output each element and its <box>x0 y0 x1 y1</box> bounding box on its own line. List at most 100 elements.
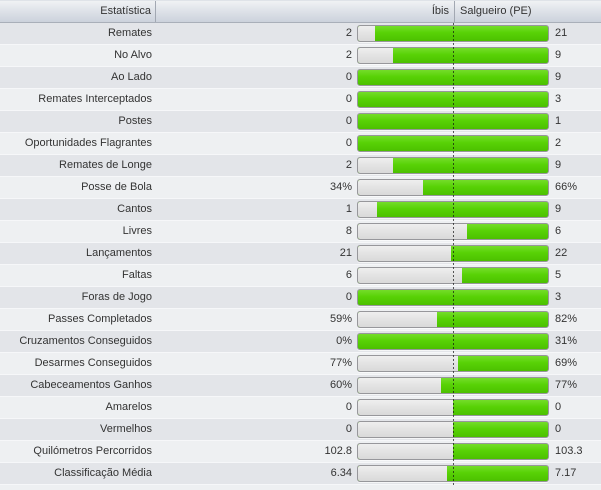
comparison-bar <box>357 113 549 130</box>
home-bar-segment <box>358 400 453 415</box>
stat-row: Cruzamentos Conseguidos 0% 31% <box>0 331 601 353</box>
home-bar-segment <box>358 422 453 437</box>
stat-row: Passes Completados 59% 82% <box>0 309 601 331</box>
home-value: 8 <box>345 225 352 237</box>
home-value: 0 <box>345 423 352 435</box>
home-team-column-header: Íbis <box>156 1 455 22</box>
home-value: 0 <box>345 137 352 149</box>
stat-label: Remates <box>107 27 152 39</box>
home-value: 34% <box>329 181 352 193</box>
home-value: 59% <box>329 313 352 325</box>
away-value: 0 <box>555 423 562 435</box>
comparison-bar <box>357 135 549 152</box>
stat-row: Desarmes Conseguidos 77% 69% <box>0 353 601 375</box>
stat-label: Foras de Jogo <box>81 291 152 303</box>
comparison-bar <box>357 289 549 306</box>
statistic-column-header: Estatística <box>0 1 156 22</box>
away-value: 103.3 <box>555 445 583 457</box>
stat-label: Lançamentos <box>85 247 152 259</box>
comparison-bar <box>357 311 549 328</box>
away-value: 1 <box>555 115 562 127</box>
comparison-bar <box>357 443 549 460</box>
stat-row: Vermelhos 0 0 <box>0 419 601 441</box>
home-bar-segment <box>358 312 438 327</box>
stat-label: No Alvo <box>114 49 152 61</box>
home-value: 0 <box>345 291 352 303</box>
stat-label: Passes Completados <box>48 313 152 325</box>
home-value: 60% <box>329 379 352 391</box>
home-bar-segment <box>358 48 393 63</box>
away-team-column-header: Salgueiro (PE) <box>460 5 532 17</box>
table-header: Estatística Íbis Salgueiro (PE) <box>0 0 601 23</box>
away-value: 9 <box>555 71 562 83</box>
stat-row: Ao Lado 0 9 <box>0 67 601 89</box>
stat-row: Oportunidades Flagrantes 0 2 <box>0 133 601 155</box>
away-value: 0 <box>555 401 562 413</box>
stat-label: Posse de Bola <box>81 181 152 193</box>
comparison-bar <box>357 465 549 482</box>
stat-label: Ao Lado <box>111 71 152 83</box>
comparison-bar <box>357 267 549 284</box>
away-value: 9 <box>555 49 562 61</box>
stat-label: Oportunidades Flagrantes <box>24 137 152 149</box>
stat-row: Amarelos 0 0 <box>0 397 601 419</box>
home-value: 0 <box>345 93 352 105</box>
comparison-bar <box>357 69 549 86</box>
stat-label: Desarmes Conseguidos <box>34 357 152 369</box>
home-bar-segment <box>358 26 375 41</box>
away-value: 77% <box>555 379 578 391</box>
away-value: 21 <box>555 27 568 39</box>
away-value: 31% <box>555 335 578 347</box>
home-value: 0 <box>345 115 352 127</box>
away-value: 6 <box>555 225 562 237</box>
home-value: 21 <box>339 247 352 259</box>
away-value: 5 <box>555 269 562 281</box>
stat-label: Livres <box>122 225 152 237</box>
home-value: 77% <box>329 357 352 369</box>
stats-rows: Remates 2 21 No Alvo 2 9 Ao Lado 0 9 Rem… <box>0 23 601 485</box>
stat-row: Lançamentos 21 22 <box>0 243 601 265</box>
home-bar-segment <box>358 158 393 173</box>
comparison-bar <box>357 223 549 240</box>
away-value: 22 <box>555 247 568 259</box>
stat-row: Posse de Bola 34% 66% <box>0 177 601 199</box>
comparison-bar <box>357 245 549 262</box>
stat-label: Cabeceamentos Ganhos <box>30 379 152 391</box>
home-bar-segment <box>358 180 423 195</box>
stat-row: Cabeceamentos Ganhos 60% 77% <box>0 375 601 397</box>
stat-row: Remates 2 21 <box>0 23 601 45</box>
home-bar-segment <box>358 444 453 459</box>
stat-row: Livres 8 6 <box>0 221 601 243</box>
home-value: 0% <box>336 335 352 347</box>
stat-row: Remates de Longe 2 9 <box>0 155 601 177</box>
home-bar-segment <box>358 268 462 283</box>
home-value: 2 <box>345 49 352 61</box>
stat-label: Postes <box>118 115 152 127</box>
stat-label: Remates de Longe <box>59 159 152 171</box>
stat-label: Cantos <box>117 203 152 215</box>
home-bar-segment <box>358 466 448 481</box>
away-value: 66% <box>555 181 578 193</box>
stat-row: Faltas 6 5 <box>0 265 601 287</box>
comparison-bar <box>357 421 549 438</box>
comparison-bar <box>357 47 549 64</box>
stat-label: Classificação Média <box>54 467 152 479</box>
comparison-bar <box>357 355 549 372</box>
stat-row: Postes 0 1 <box>0 111 601 133</box>
home-value: 0 <box>345 401 352 413</box>
home-bar-segment <box>358 202 377 217</box>
comparison-bar <box>357 179 549 196</box>
away-value: 9 <box>555 159 562 171</box>
away-value: 69% <box>555 357 578 369</box>
stat-label: Faltas <box>122 269 152 281</box>
stat-label: Remates Interceptados <box>38 93 152 105</box>
home-bar-segment <box>358 246 451 261</box>
stat-label: Quilómetros Percorridos <box>33 445 152 457</box>
home-bar-segment <box>358 378 442 393</box>
home-value: 2 <box>345 27 352 39</box>
stat-row: Quilómetros Percorridos 102.8 103.3 <box>0 441 601 463</box>
stat-row: Cantos 1 9 <box>0 199 601 221</box>
stat-label: Amarelos <box>105 401 152 413</box>
comparison-bar <box>357 91 549 108</box>
home-value: 2 <box>345 159 352 171</box>
